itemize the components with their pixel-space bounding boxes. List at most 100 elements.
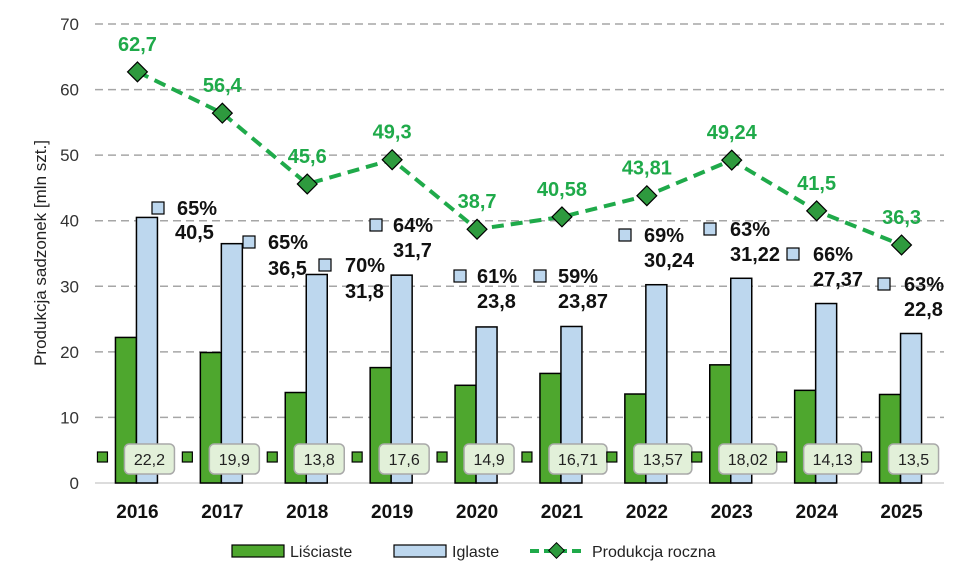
bar-iglaste xyxy=(645,283,668,484)
line-point xyxy=(126,61,149,83)
lisciaste-value-label: 14,9 xyxy=(473,452,504,469)
lisciaste-marker xyxy=(436,451,448,463)
iglaste-marker xyxy=(703,222,717,236)
line-value-label: 41,5 xyxy=(797,173,836,195)
legend-diamond-icon xyxy=(548,542,565,559)
lisciaste-value-label: 19,9 xyxy=(219,452,250,469)
lisciaste-marker xyxy=(521,451,533,463)
line-point xyxy=(805,200,828,222)
lisciaste-marker xyxy=(776,451,788,463)
iglaste-marker xyxy=(618,228,632,242)
y-axis-title: Produkcja sadzonek [mln szt.] xyxy=(31,140,50,366)
line-point xyxy=(466,218,488,240)
lisciaste-marker xyxy=(351,451,363,463)
y-tick-label: 20 xyxy=(60,343,79,362)
bar-iglaste xyxy=(220,242,244,484)
lisciaste-label-box xyxy=(887,443,940,475)
bar-iglaste xyxy=(390,274,413,484)
legend-swatch-lisciaste xyxy=(231,544,285,558)
y-tick-label: 60 xyxy=(60,81,79,100)
lisciaste-value-label: 18,02 xyxy=(728,452,768,469)
y-tick-label: 30 xyxy=(60,277,79,296)
line-point xyxy=(551,206,573,228)
line-point xyxy=(211,102,234,124)
line-value-label: 45,6 xyxy=(288,146,327,168)
line-point xyxy=(381,148,403,171)
legend-label-iglaste: Iglaste xyxy=(452,544,499,561)
line-produkcja-roczna xyxy=(136,70,903,247)
legend: Liściaste Iglaste Produkcja roczna xyxy=(231,542,716,561)
x-tick-label: 2021 xyxy=(541,502,584,523)
iglaste-marker xyxy=(242,235,256,249)
iglaste-value-label: 23,87 xyxy=(558,291,608,313)
iglaste-share-label: 65% xyxy=(177,198,217,220)
iglaste-share-label: 63% xyxy=(904,274,944,296)
iglaste-marker xyxy=(369,218,383,232)
line-value-label: 40,58 xyxy=(537,179,587,201)
line-point xyxy=(721,149,743,171)
iglaste-value-label: 31,22 xyxy=(730,244,780,266)
bar-iglaste xyxy=(730,277,753,484)
x-tick-label: 2022 xyxy=(626,502,668,523)
iglaste-marker xyxy=(533,269,547,283)
lisciaste-value-label: 17,6 xyxy=(389,452,420,469)
line-value-label: 38,7 xyxy=(458,191,497,213)
iglaste-share-label: 61% xyxy=(477,266,517,288)
iglaste-share-label: 69% xyxy=(644,225,684,247)
lisciaste-value-label: 16,71 xyxy=(558,452,598,469)
legend-label-lisciaste: Liściaste xyxy=(290,544,352,561)
legend-label-produkcja: Produkcja roczna xyxy=(592,544,716,561)
y-tick-label: 0 xyxy=(70,474,79,493)
x-tick-label: 2016 xyxy=(116,502,158,523)
line-value-label: 56,4 xyxy=(203,75,243,97)
iglaste-share-label: 64% xyxy=(393,215,433,237)
iglaste-value-label: 27,37 xyxy=(813,269,863,291)
x-tick-label: 2020 xyxy=(456,502,498,523)
lisciaste-marker xyxy=(181,451,193,463)
bar-iglaste xyxy=(135,216,159,484)
iglaste-value-label: 36,5 xyxy=(268,258,307,280)
iglaste-share-label: 65% xyxy=(268,232,308,254)
bar-iglaste xyxy=(305,273,328,484)
iglaste-share-label: 70% xyxy=(345,255,385,277)
x-tick-label: 2017 xyxy=(201,502,243,523)
lisciaste-label-box xyxy=(378,443,430,475)
y-tick-label: 10 xyxy=(60,408,79,427)
iglaste-value-label: 40,5 xyxy=(175,222,214,244)
line-point xyxy=(636,184,658,207)
iglaste-value-label: 30,24 xyxy=(644,250,695,272)
line-value-label: 43,81 xyxy=(622,158,672,180)
bar-iglaste xyxy=(814,302,838,484)
iglaste-value-label: 23,8 xyxy=(477,291,516,313)
x-tick-label: 2019 xyxy=(371,502,413,523)
iglaste-marker xyxy=(318,258,332,272)
iglaste-share-label: 66% xyxy=(813,244,853,266)
iglaste-share-label: 63% xyxy=(730,219,770,241)
iglaste-value-label: 31,7 xyxy=(393,240,432,262)
iglaste-marker xyxy=(453,269,467,283)
lisciaste-marker xyxy=(266,451,278,463)
y-tick-label: 50 xyxy=(60,146,79,165)
iglaste-share-label: 59% xyxy=(558,266,598,288)
lisciaste-marker xyxy=(606,451,618,463)
lisciaste-label-box xyxy=(463,443,515,475)
line-point xyxy=(890,234,913,256)
line-point xyxy=(296,173,318,195)
iglaste-marker xyxy=(877,277,891,291)
y-tick-label: 40 xyxy=(60,212,79,231)
iglaste-value-label: 22,8 xyxy=(904,299,943,321)
iglaste-marker xyxy=(786,247,800,261)
lisciaste-value-label: 13,5 xyxy=(898,452,929,469)
lisciaste-marker xyxy=(691,451,703,463)
lisciaste-value-label: 13,8 xyxy=(304,452,335,469)
line-value-label: 36,3 xyxy=(882,207,921,229)
lisciaste-label-box xyxy=(293,443,345,475)
x-tick-label: 2025 xyxy=(880,502,923,523)
line-value-label: 62,7 xyxy=(118,34,157,56)
x-tick-label: 2023 xyxy=(711,502,753,523)
iglaste-marker xyxy=(151,201,165,215)
lisciaste-marker xyxy=(860,451,873,463)
lisciaste-value-label: 22,2 xyxy=(134,452,165,469)
